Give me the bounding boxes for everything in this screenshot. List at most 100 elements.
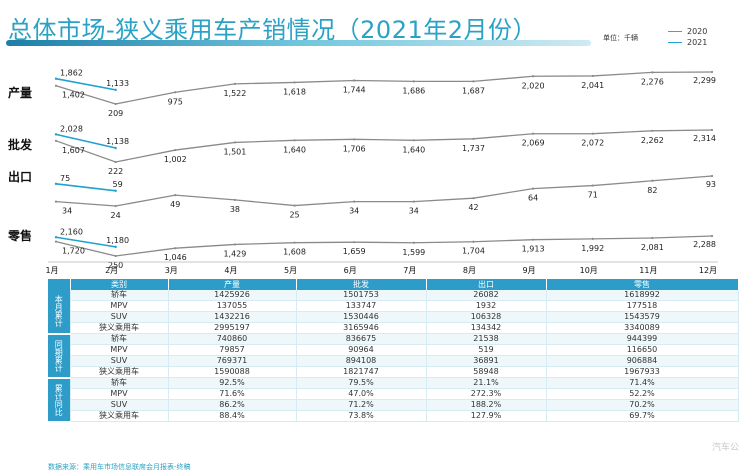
data-label-2020: 1,522 — [223, 89, 246, 98]
data-label-2020: 1,720 — [62, 247, 85, 256]
data-label-2020: 1,704 — [462, 247, 485, 256]
table-cell-retail: 52.2% — [546, 388, 739, 400]
series-line-2020 — [55, 175, 713, 207]
table-cell-export: 272.3% — [426, 388, 547, 400]
data-point-2020 — [591, 184, 594, 187]
data-point-2020 — [472, 197, 475, 200]
data-point-2020 — [531, 238, 535, 241]
panel-label: 出口 — [8, 169, 32, 184]
table-cell-category: SUV — [70, 355, 169, 367]
data-point-2020 — [353, 79, 356, 82]
data-label-2021: 1,138 — [106, 137, 129, 146]
data-label-2020: 93 — [706, 180, 716, 189]
data-point-2021 — [54, 77, 58, 80]
data-label-2020: 1,913 — [522, 245, 545, 254]
table-cell-category: MPV — [70, 300, 169, 312]
data-point-2020 — [293, 81, 296, 84]
table-group-label: 同期累计 — [48, 333, 71, 379]
table-cell-wholesale: 1530446 — [296, 311, 427, 323]
table-cell-export: 127.9% — [426, 410, 547, 422]
table-cell-wholesale: 1821747 — [296, 366, 427, 378]
data-label-2021: 2,160 — [60, 227, 83, 236]
table-cell-export: 519 — [426, 344, 547, 356]
table-cell-retail: 906884 — [546, 355, 739, 367]
data-label-2020: 2,081 — [641, 243, 664, 252]
data-label-2020: 1,737 — [462, 144, 485, 153]
legend-label-2021: 2021 — [687, 38, 708, 47]
x-tick-label: 9月 — [523, 266, 536, 275]
table-row: 狭义乘用车 1590088 1821747 58948 1967933 — [48, 366, 739, 378]
table-row: 累计同比 轿车 92.5% 79.5% 21.1% 71.4% — [48, 377, 739, 423]
table-cell-production: 71.6% — [168, 388, 297, 400]
data-label-2020: 1,618 — [283, 87, 306, 96]
table-cell-wholesale: 836675 — [296, 333, 427, 345]
line-chart-panels: 产量 1,402 209 975 1,522 1,618 1,744 1,686 1,687 2,… — [0, 58, 752, 280]
table-cell-wholesale: 79.5% — [296, 377, 427, 389]
data-point-2020 — [233, 141, 237, 144]
table-group-label: 本月累计 — [48, 290, 71, 335]
series-line-2021 — [55, 236, 116, 248]
data-point-2020 — [233, 198, 237, 202]
table-cell-wholesale: 1501753 — [296, 290, 427, 301]
data-point-2020 — [114, 102, 117, 106]
table-cell-retail: 70.2% — [546, 399, 739, 411]
data-label-2021: 2,028 — [60, 124, 83, 133]
table-cell-retail: 3340089 — [546, 322, 739, 334]
data-point-2020 — [710, 128, 714, 132]
chart-svg: 产量 1,402 209 975 1,522 1,618 1,744 1,686 1,687 2,… — [7, 69, 718, 275]
table-cell-export: 134342 — [426, 322, 547, 334]
data-label-2020: 1,501 — [223, 147, 246, 156]
data-label-2020: 2,069 — [522, 139, 545, 148]
data-point-2020 — [651, 71, 654, 74]
x-tick-label: 6月 — [344, 266, 357, 275]
data-label-2020: 1,640 — [402, 145, 425, 154]
data-point-2020 — [412, 139, 415, 142]
table-cell-category: 狭义乘用车 — [70, 410, 169, 422]
table-row: 狭义乘用车 88.4% 73.8% 127.9% 69.7% — [48, 410, 739, 422]
data-point-2021 — [114, 88, 117, 92]
table-cell-retail: 69.7% — [546, 410, 739, 422]
data-label-2020: 71 — [588, 191, 598, 200]
watermark-text: 汽车公 — [712, 443, 740, 453]
data-label-2020: 24 — [111, 211, 121, 220]
table-row: MPV 79857 90964 519 116650 — [48, 344, 739, 356]
table-cell-export: 36891 — [426, 355, 547, 367]
x-tick-label: 1月 — [45, 266, 58, 275]
data-point-2021 — [54, 133, 58, 136]
data-label-2020: 1,002 — [164, 155, 187, 164]
table-cell-production: 1590088 — [168, 366, 297, 378]
data-point-2020 — [710, 174, 714, 178]
table-cell-category: MPV — [70, 344, 169, 356]
table-cell-wholesale: 894108 — [296, 355, 427, 367]
table-cell-category: 轿车 — [70, 377, 169, 389]
data-label-2020: 250 — [108, 261, 123, 270]
table-cell-retail: 1967933 — [546, 366, 739, 378]
data-point-2020 — [591, 132, 594, 135]
data-label-2021: 1,133 — [106, 79, 129, 88]
summary-table: 类别 产量 批发 出口 零售 本月累计 轿车 1425926 1501753 26082… — [48, 279, 739, 423]
data-point-2021 — [114, 245, 117, 249]
table-cell-retail: 177518 — [546, 300, 739, 312]
table-cell-wholesale: 71.2% — [296, 399, 427, 411]
series-line-2021 — [55, 183, 116, 192]
table-header-group — [48, 279, 71, 290]
data-point-2020 — [54, 139, 58, 142]
data-point-2020 — [710, 70, 714, 74]
panel-label: 零售 — [7, 228, 32, 243]
data-label-2020: 2,262 — [641, 136, 664, 145]
data-point-2020 — [531, 132, 535, 135]
table-cell-export: 21538 — [426, 333, 547, 345]
data-label-2020: 1,608 — [283, 248, 306, 257]
data-label-2020: 1,429 — [223, 249, 246, 258]
legend-item-2021: 2021 — [668, 37, 707, 48]
table-cell-production: 137055 — [168, 300, 297, 312]
series-line-2021 — [55, 77, 116, 91]
table-cell-production: 2995197 — [168, 322, 297, 334]
data-point-2020 — [353, 200, 356, 203]
legend-swatch-2020 — [668, 31, 682, 32]
x-tick-label: 8月 — [463, 266, 476, 275]
data-point-2020 — [54, 200, 58, 203]
panel-label: 批发 — [8, 137, 33, 152]
data-label-2020: 222 — [108, 167, 123, 176]
x-tick-label: 5月 — [284, 266, 297, 275]
